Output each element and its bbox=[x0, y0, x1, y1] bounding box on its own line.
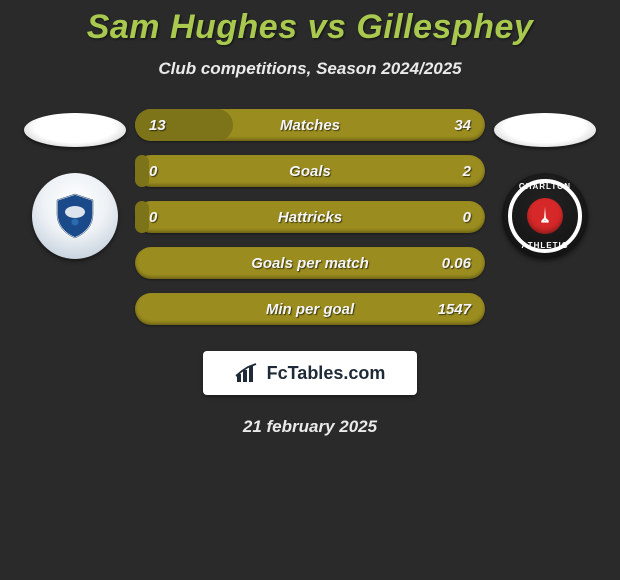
stat-left-value: 13 bbox=[149, 117, 166, 134]
stat-bars: 13 Matches 34 0 Goals 2 0 Hattricks 0 Goals per m… bbox=[135, 109, 485, 325]
chart-icon bbox=[235, 362, 261, 384]
comparison-card: Sam Hughes vs Gillesphey Club competitio… bbox=[0, 0, 620, 437]
stat-right-value: 2 bbox=[463, 163, 471, 180]
stat-label: Min per goal bbox=[266, 301, 354, 318]
subtitle: Club competitions, Season 2024/2025 bbox=[0, 59, 620, 79]
left-side bbox=[15, 109, 135, 259]
branding-badge: FcTables.com bbox=[203, 351, 417, 395]
stat-bar: 0 Goals 2 bbox=[135, 155, 485, 187]
badge-text-bottom: ATHLETIC bbox=[522, 241, 569, 250]
stat-bar-fill bbox=[135, 201, 149, 233]
stat-label: Hattricks bbox=[278, 209, 342, 226]
stat-bar: Goals per match 0.06 bbox=[135, 247, 485, 279]
stat-right-value: 1547 bbox=[438, 301, 471, 318]
right-flag-icon bbox=[494, 113, 596, 147]
page-title: Sam Hughes vs Gillesphey bbox=[0, 8, 620, 47]
stat-right-value: 34 bbox=[454, 117, 471, 134]
branding-text: FcTables.com bbox=[267, 363, 386, 384]
date-text: 21 february 2025 bbox=[0, 417, 620, 437]
shield-icon bbox=[51, 192, 99, 240]
stat-left-value: 0 bbox=[149, 209, 157, 226]
stat-bar: Min per goal 1547 bbox=[135, 293, 485, 325]
stat-bar: 0 Hattricks 0 bbox=[135, 201, 485, 233]
stat-right-value: 0 bbox=[463, 209, 471, 226]
stat-label: Matches bbox=[280, 117, 340, 134]
stat-bar-fill bbox=[135, 155, 149, 187]
stat-label: Goals bbox=[289, 163, 331, 180]
left-club-badge bbox=[32, 173, 118, 259]
stat-bar: 13 Matches 34 bbox=[135, 109, 485, 141]
left-flag-icon bbox=[24, 113, 126, 147]
badge-text-top: CHARLTON bbox=[519, 182, 571, 191]
stat-right-value: 0.06 bbox=[442, 255, 471, 272]
content-row: 13 Matches 34 0 Goals 2 0 Hattricks 0 Goals per m… bbox=[0, 109, 620, 325]
right-side: CHARLTON ATHLETIC bbox=[485, 109, 605, 259]
right-club-badge: CHARLTON ATHLETIC bbox=[502, 173, 588, 259]
stat-left-value: 0 bbox=[149, 163, 157, 180]
stat-label: Goals per match bbox=[251, 255, 369, 272]
